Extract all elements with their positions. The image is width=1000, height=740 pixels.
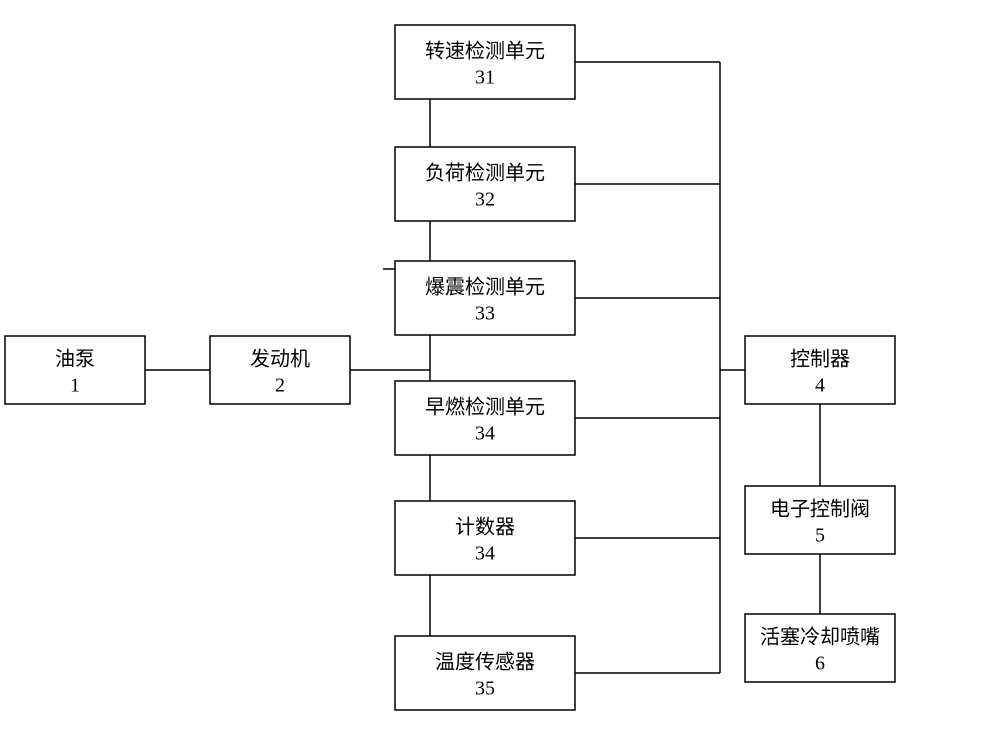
node-label: 转速检测单元 bbox=[425, 40, 545, 63]
node-speed: 转速检测单元 31 bbox=[395, 25, 575, 99]
node-label: 温度传感器 bbox=[435, 651, 535, 674]
node-label: 发动机 bbox=[250, 348, 310, 371]
node-number: 32 bbox=[475, 189, 495, 211]
block-diagram: 油泵1发动机2转速检测单元31负荷检测单元32爆震检测单元33早燃检测单元34计… bbox=[0, 0, 1000, 740]
node-label: 油泵 bbox=[55, 348, 95, 371]
node-temp: 温度传感器 35 bbox=[395, 636, 575, 710]
node-label: 早燃检测单元 bbox=[425, 396, 545, 419]
node-number: 31 bbox=[475, 67, 495, 89]
node-valve: 电子控制阀 5 bbox=[745, 486, 895, 554]
node-number: 5 bbox=[815, 525, 825, 547]
node-label: 爆震检测单元 bbox=[425, 276, 545, 299]
node-label: 活塞冷却喷嘴 bbox=[760, 626, 880, 649]
node-label: 控制器 bbox=[790, 348, 850, 371]
node-counter: 计数器 34 bbox=[395, 501, 575, 575]
node-number: 34 bbox=[475, 423, 495, 445]
node-number: 34 bbox=[475, 543, 495, 565]
node-pump: 油泵 1 bbox=[5, 336, 145, 404]
node-load: 负荷检测单元 32 bbox=[395, 147, 575, 221]
node-number: 35 bbox=[475, 678, 495, 700]
node-label: 计数器 bbox=[455, 516, 515, 539]
node-label: 电子控制阀 bbox=[770, 498, 870, 521]
node-label: 负荷检测单元 bbox=[425, 162, 545, 185]
node-number: 1 bbox=[70, 375, 80, 397]
node-number: 4 bbox=[815, 375, 825, 397]
node-controller: 控制器 4 bbox=[745, 336, 895, 404]
node-preign: 早燃检测单元 34 bbox=[395, 381, 575, 455]
node-number: 2 bbox=[275, 375, 285, 397]
node-knock: 爆震检测单元 33 bbox=[395, 261, 575, 335]
node-nozzle: 活塞冷却喷嘴 6 bbox=[745, 614, 895, 682]
node-engine: 发动机 2 bbox=[210, 336, 350, 404]
node-number: 33 bbox=[475, 303, 495, 325]
node-number: 6 bbox=[815, 653, 825, 675]
